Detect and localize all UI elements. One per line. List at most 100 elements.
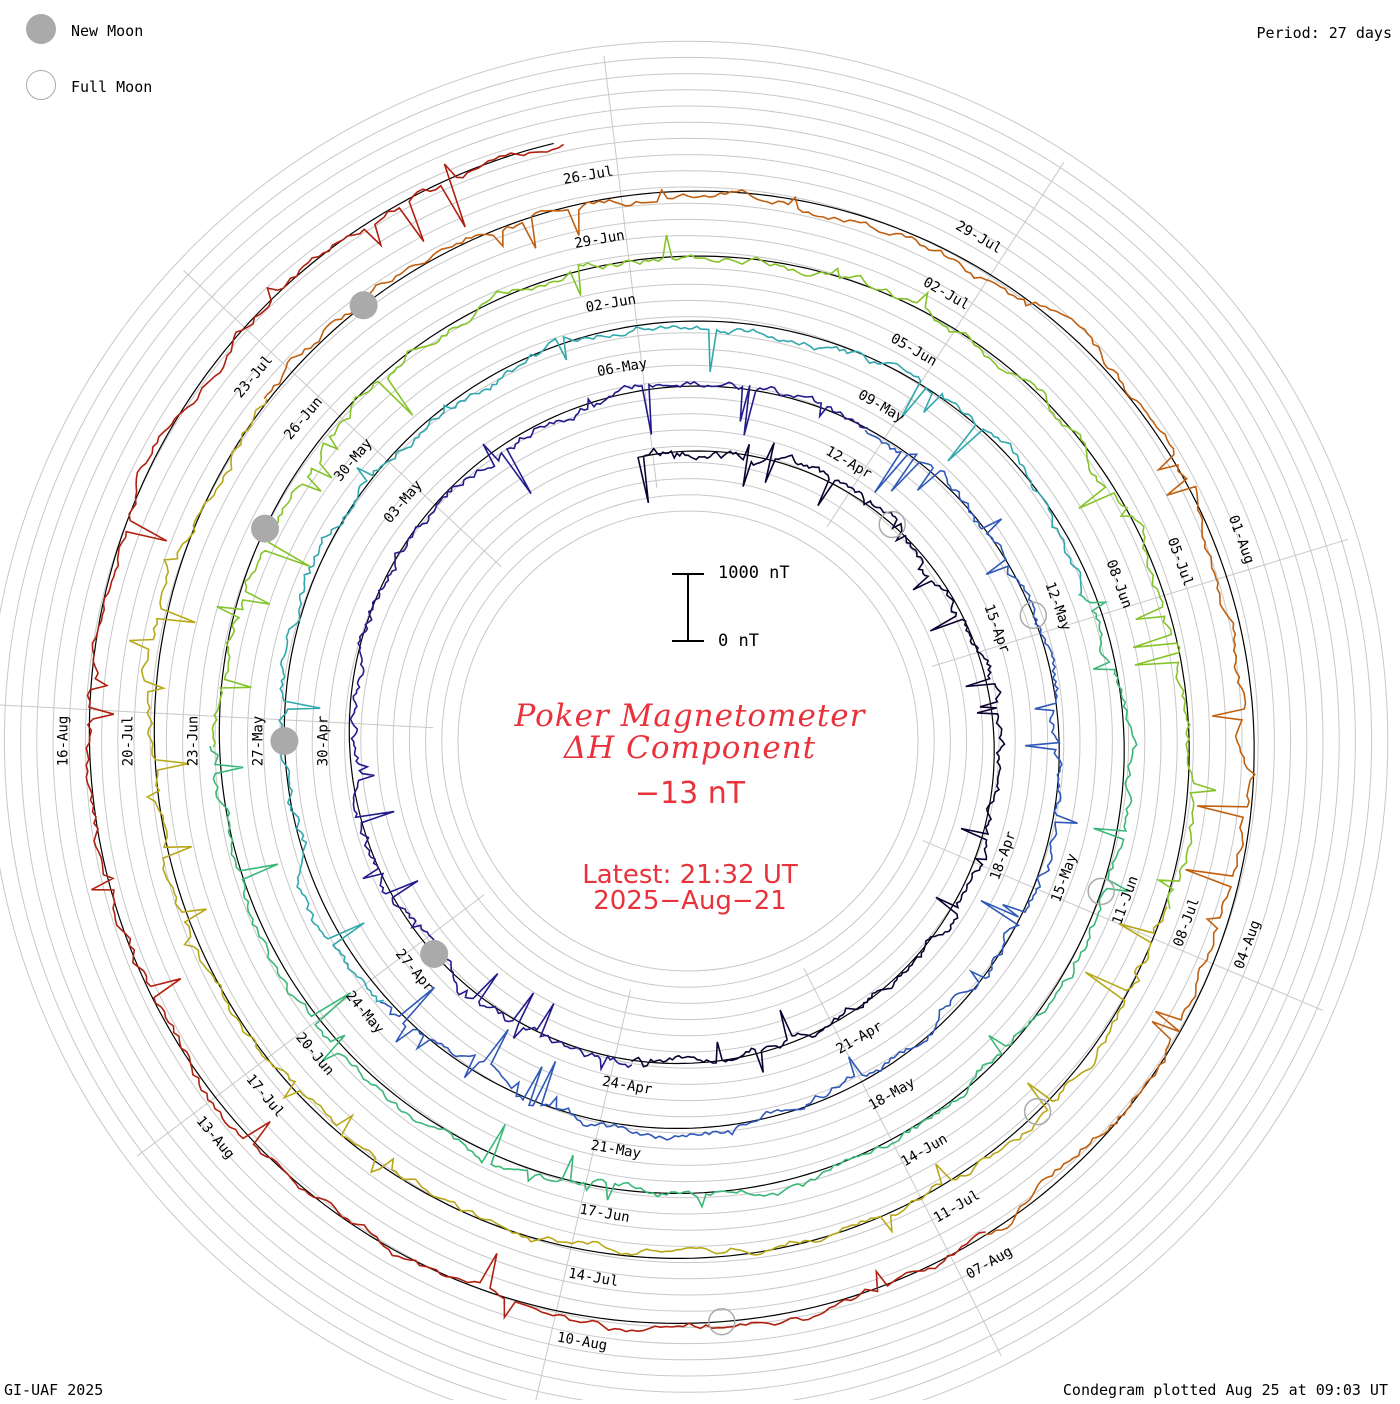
grid-spoke <box>931 538 1349 667</box>
date-label: 04-Aug <box>1232 918 1264 971</box>
series-line <box>276 325 1083 1003</box>
full-moon-marker <box>1023 1097 1052 1126</box>
grid-ring <box>68 121 1308 1361</box>
new-moon-marker <box>270 727 299 755</box>
date-label: 07-Aug <box>963 1244 1015 1283</box>
grid-ring <box>149 202 1227 1280</box>
latest-time: Latest: 21:32 UT <box>582 860 798 890</box>
grid-spoke <box>183 270 502 568</box>
date-label: 08-Jun <box>1103 558 1135 611</box>
scale-bottom-label: 0 nT <box>718 631 759 651</box>
grid-ring <box>117 170 1259 1312</box>
grid-ring <box>4 57 1372 1404</box>
scale-top-label: 1000 nT <box>718 563 790 583</box>
series-lines <box>85 143 1256 1333</box>
grid-spoke <box>826 162 1065 528</box>
series-line <box>128 398 1168 1256</box>
grid-ring <box>133 186 1243 1296</box>
grid-ring <box>101 154 1275 1328</box>
grid-ring <box>0 40 1389 1404</box>
grid-ring <box>246 299 1130 1183</box>
date-label: 12-May <box>1042 580 1074 633</box>
grid-ring <box>198 251 1178 1231</box>
footer-credit: GI-UAF 2025 <box>4 1381 104 1399</box>
date-label: 30-Apr <box>315 716 331 767</box>
series-line <box>85 143 986 1333</box>
grid-ring <box>408 461 968 1021</box>
date-label: 18-Apr <box>987 829 1019 882</box>
footer-plotted: Condegram plotted Aug 25 at 09:03 UT <box>1062 1381 1388 1399</box>
date-label: 02-Jun <box>585 291 638 316</box>
date-label: 01-Aug <box>1225 513 1257 566</box>
grid-ring <box>392 445 984 1037</box>
series-line <box>211 234 1217 910</box>
date-label: 27-May <box>250 716 266 767</box>
grid-ring <box>344 397 1032 1085</box>
full-moon-marker <box>708 1307 736 1336</box>
period-label: Period: 27 days <box>1256 24 1392 42</box>
new-moon-marker <box>420 940 449 968</box>
grid-ring <box>441 494 935 988</box>
new-moon-icon <box>26 14 56 44</box>
grid-ring <box>360 413 1016 1069</box>
date-label: 13-Aug <box>193 1113 238 1162</box>
grid-ring <box>165 218 1211 1264</box>
full-moon-marker <box>1087 877 1115 906</box>
date-label: 29-Jun <box>573 227 626 252</box>
chart-title-line1: Poker Magnetometer <box>514 698 866 734</box>
date-label: 11-Jul <box>931 1187 983 1226</box>
grid-ring <box>376 429 1000 1053</box>
grid-ring <box>263 316 1113 1166</box>
grid-spoke <box>803 967 1002 1357</box>
grid-ring <box>425 478 951 1004</box>
date-label: 16-Aug <box>55 716 71 767</box>
scale-bar <box>672 573 704 642</box>
date-label: 06-May <box>596 356 649 381</box>
new-moon-marker <box>251 514 279 543</box>
grid-ring <box>84 137 1292 1345</box>
new-moon-marker <box>349 291 378 320</box>
date-label: 23-Jul <box>231 352 276 401</box>
date-label: 20-Jun <box>292 1030 337 1079</box>
date-label: 23-Jun <box>185 716 201 767</box>
date-label: 15-Apr <box>980 602 1012 655</box>
full-moon-label: Full Moon <box>71 78 153 96</box>
date-label: 08-Jul <box>1171 896 1203 949</box>
grid-spoke <box>0 704 434 729</box>
grid-ring <box>182 235 1194 1247</box>
date-label: 11-Jun <box>1109 874 1141 927</box>
series-line <box>631 442 1006 1073</box>
date-label: 17-Jun <box>578 1202 631 1227</box>
full-moon-marker <box>1019 601 1048 630</box>
date-label: 09-May <box>855 387 907 426</box>
grid-ring <box>20 73 1356 1404</box>
full-moon-icon <box>26 70 56 100</box>
date-label: 26-Jun <box>281 394 326 443</box>
date-label: 18-May <box>866 1075 918 1114</box>
new-moon-label: New Moon <box>71 22 144 40</box>
grid-ring <box>311 364 1065 1118</box>
date-label: 24-Apr <box>601 1074 654 1099</box>
date-label: 30-May <box>331 436 376 485</box>
date-label: 05-Jul <box>1164 535 1196 588</box>
moon-markers <box>251 291 1115 1336</box>
date-label: 21-May <box>590 1138 643 1163</box>
current-value: −13 nT <box>634 776 746 811</box>
date-label: 24-May <box>342 988 387 1037</box>
date-label: 20-Jul <box>120 716 136 767</box>
series-line <box>263 188 1256 1236</box>
date-label: 15-May <box>1048 851 1080 904</box>
grid-spoke <box>534 989 632 1404</box>
grid-ring <box>230 283 1146 1199</box>
chart-title-line2: ΔH Component <box>563 730 817 766</box>
latest-date: 2025−Aug−21 <box>593 886 787 916</box>
date-label: 17-Jul <box>243 1071 288 1120</box>
grid-spoke <box>136 894 485 1157</box>
grid-rings <box>0 40 1389 1404</box>
grid-ring <box>52 105 1324 1377</box>
grid-ring <box>36 89 1340 1393</box>
grid-ring <box>327 380 1049 1102</box>
date-label: 14-Jun <box>898 1131 950 1170</box>
